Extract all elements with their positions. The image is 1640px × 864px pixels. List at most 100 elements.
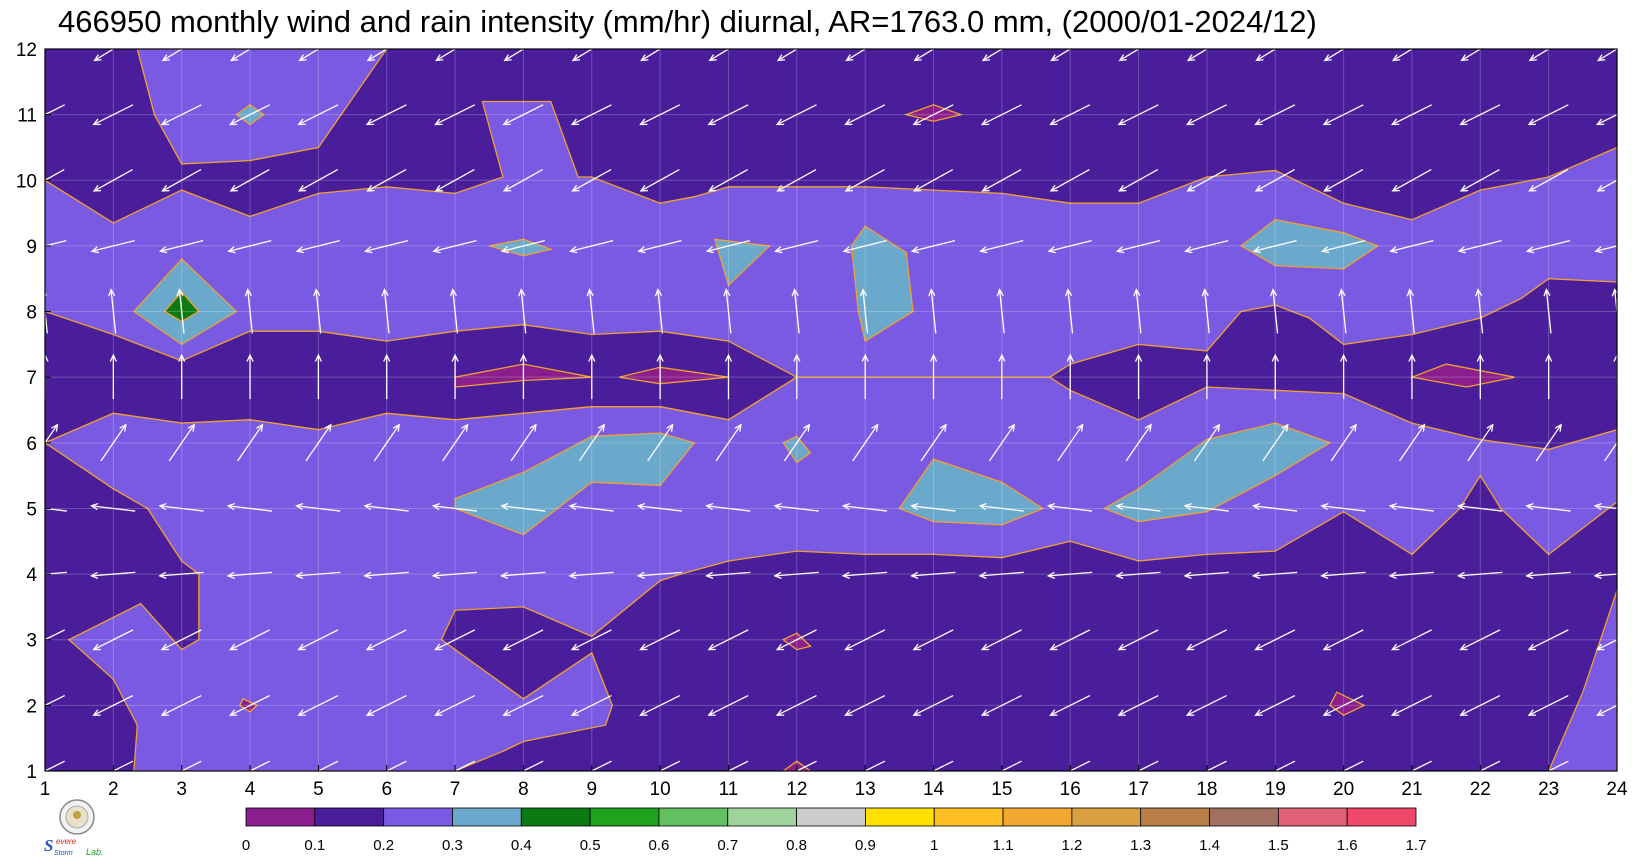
wind-arrow-m3-h19 <box>1254 629 1296 651</box>
wind-arrow-m9-h19 <box>1252 239 1297 254</box>
wind-arrow-m5-h12 <box>773 502 819 512</box>
wind-arrow-m9-h17 <box>1115 239 1161 254</box>
colorbar-label-10: 1 <box>930 837 938 854</box>
wind-arrow-m12-h5 <box>298 49 320 62</box>
wind-arrow-m4-h13 <box>841 571 888 579</box>
x-tick-label-1: 2 <box>108 779 119 800</box>
wind-arrow-m4-h8 <box>500 571 546 579</box>
wind-arrow-m6-h1 <box>45 423 59 444</box>
wind-arrow-m11-h17 <box>1117 104 1159 126</box>
wind-arrow-m11-h22 <box>1459 104 1501 126</box>
contour-region-13 <box>489 238 554 257</box>
colorbar-label-6: 0.6 <box>649 837 670 854</box>
colorbar-swatch-16 <box>1346 807 1417 827</box>
wind-arrow-m6-h8 <box>510 423 537 462</box>
wind-arrow-m6-h2 <box>100 423 127 462</box>
x-tick-label-5: 6 <box>381 779 392 800</box>
y-tick-label-7: 8 <box>26 303 37 324</box>
wind-arrow-m6-h18 <box>1193 423 1221 462</box>
wind-arrow-m8-h21 <box>1406 288 1415 334</box>
contour-region-2 <box>136 49 388 165</box>
x-tick-label-21: 22 <box>1470 779 1491 800</box>
colorbar-swatch-10 <box>933 807 1004 827</box>
wind-arrow-m4-h17 <box>1115 571 1161 579</box>
y-tick-label-2: 3 <box>26 631 37 652</box>
wind-arrow-m3-h3 <box>160 629 202 651</box>
wind-arrow-m9-h24 <box>1594 245 1617 254</box>
wind-arrow-m8-h15 <box>996 288 1005 334</box>
wind-arrow-m6-h17 <box>1125 423 1152 462</box>
wind-arrow-m8-h16 <box>1064 288 1074 334</box>
wind-arrow-m12-h18 <box>1186 49 1209 62</box>
logo-lab-text: Lab. <box>86 847 104 857</box>
wind-arrow-m10-h12 <box>776 169 817 192</box>
wind-arrow-m3-h2 <box>92 629 134 651</box>
colorbar-swatch-9 <box>865 807 935 827</box>
wind-arrow-m5-h9 <box>568 502 614 512</box>
wind-arrow-m2-h19 <box>1254 694 1296 716</box>
wind-arrow-m12-h10 <box>640 49 662 62</box>
wind-arrow-m11-h21 <box>1390 104 1432 126</box>
wind-arrow-m4-h19 <box>1251 571 1298 579</box>
wind-arrow-m7-h15 <box>998 353 1006 400</box>
wind-arrow-m12-h20 <box>1323 49 1345 62</box>
wind-arrow-m6-h7 <box>442 423 469 462</box>
wind-arrow-m9-h14 <box>910 239 956 254</box>
wind-arrow-m8-h8 <box>518 288 527 334</box>
wind-arrow-m5-h5 <box>295 502 341 512</box>
x-axis-ticks: 1 2 3 4 5 6 7 8 9 10 11 12 13 14 15 16 17 18 19 20 21 22 23 24 <box>40 765 1628 800</box>
wind-arrow-m6-h24 <box>1604 441 1617 462</box>
wind-arrow-m10-h23 <box>1528 169 1569 192</box>
wind-arrow-m3-h24 <box>1595 639 1617 651</box>
colorbar-label-5: 0.5 <box>580 837 601 854</box>
wind-arrow-m12-h17 <box>1118 49 1140 62</box>
wind-arrow-m3-h12 <box>775 629 817 651</box>
wind-arrow-m5-h8 <box>500 502 546 512</box>
colorbar-label-2: 0.2 <box>373 837 394 854</box>
contour-region-18 <box>782 435 812 464</box>
wind-arrow-m6-h14 <box>920 423 947 462</box>
wind-arrow-m10-h13 <box>844 169 885 192</box>
contour-region-17 <box>454 432 696 536</box>
wind-arrow-m4-h16 <box>1046 571 1093 579</box>
wind-arrow-m9-h16 <box>1047 239 1092 254</box>
wind-arrow-m7-h21 <box>1408 353 1416 400</box>
wind-arrow-m12-h12 <box>776 49 799 62</box>
wind-arrow-m5-h2 <box>90 502 136 512</box>
wind-arrow-m1-h14 <box>932 760 954 771</box>
colorbar-swatch-14 <box>1209 807 1279 827</box>
wind-arrow-m11-h7 <box>434 104 476 126</box>
wind-arrow-m8-h18 <box>1201 288 1210 334</box>
y-tick-label-10: 11 <box>17 106 37 127</box>
wind-arrow-m12-h16 <box>1050 49 1072 62</box>
wind-arrow-m7-h10 <box>656 353 664 400</box>
wind-arrow-m1-h20 <box>1342 760 1364 771</box>
x-tick-label-14: 15 <box>991 779 1012 800</box>
wind-arrow-m11-h19 <box>1254 104 1296 126</box>
colorbar-swatch-2 <box>383 807 453 827</box>
wind-arrow-m11-h3 <box>160 104 202 126</box>
x-tick-label-12: 13 <box>855 779 876 800</box>
wind-arrow-m6-h4 <box>237 423 264 462</box>
wind-arrow-m4-h21 <box>1388 571 1434 579</box>
wind-arrow-m10-h11 <box>707 169 749 192</box>
colorbar-swatch-0 <box>245 807 316 827</box>
wind-arrow-m5-h20 <box>1320 502 1366 512</box>
colorbar-swatch-7 <box>727 807 797 827</box>
wind-arrow-m4-h2 <box>89 571 136 579</box>
wind-arrow-m9-h4 <box>227 239 272 254</box>
colorbar-swatch-13 <box>1140 807 1210 827</box>
y-tick-label-0: 1 <box>26 762 37 783</box>
wind-arrow-m4-h3 <box>158 571 204 579</box>
wind-arrow-m3-h15 <box>980 629 1022 651</box>
wind-arrow-m2-h14 <box>912 694 954 716</box>
wind-arrow-m10-h6 <box>366 169 407 192</box>
wind-arrow-m10-h9 <box>571 169 612 192</box>
wind-arrow-m11-h4 <box>229 104 271 126</box>
wind-arrow-m12-h3 <box>161 49 183 62</box>
wind-arrow-m1-h16 <box>1068 760 1091 771</box>
wind-arrow-m4-h15 <box>978 571 1024 579</box>
wind-arrow-m7-h23 <box>1545 353 1553 400</box>
wind-arrow-m1-h4 <box>248 760 271 771</box>
wind-arrow-m6-h3 <box>168 423 196 462</box>
